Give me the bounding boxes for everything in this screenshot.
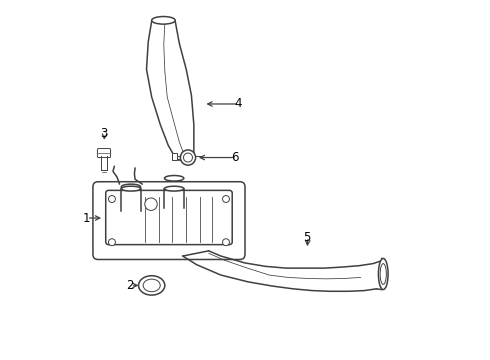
FancyBboxPatch shape [106,190,232,245]
Ellipse shape [139,276,165,295]
Text: 4: 4 [234,98,242,111]
FancyBboxPatch shape [98,149,111,158]
Ellipse shape [380,264,386,284]
Circle shape [180,150,196,165]
FancyBboxPatch shape [93,182,245,260]
Ellipse shape [122,184,141,190]
Circle shape [222,239,229,246]
Ellipse shape [122,186,141,191]
Ellipse shape [152,17,175,24]
Text: 5: 5 [303,230,311,243]
FancyBboxPatch shape [172,153,176,159]
Ellipse shape [143,279,160,292]
Ellipse shape [165,176,184,181]
Text: 1: 1 [82,212,90,225]
Circle shape [108,239,116,246]
Ellipse shape [165,186,184,191]
Text: 3: 3 [100,127,108,140]
Text: 2: 2 [126,279,134,292]
Circle shape [108,195,116,202]
Circle shape [183,153,193,162]
Circle shape [222,195,229,202]
Text: 6: 6 [231,151,238,164]
Ellipse shape [378,258,388,289]
Circle shape [145,198,157,210]
